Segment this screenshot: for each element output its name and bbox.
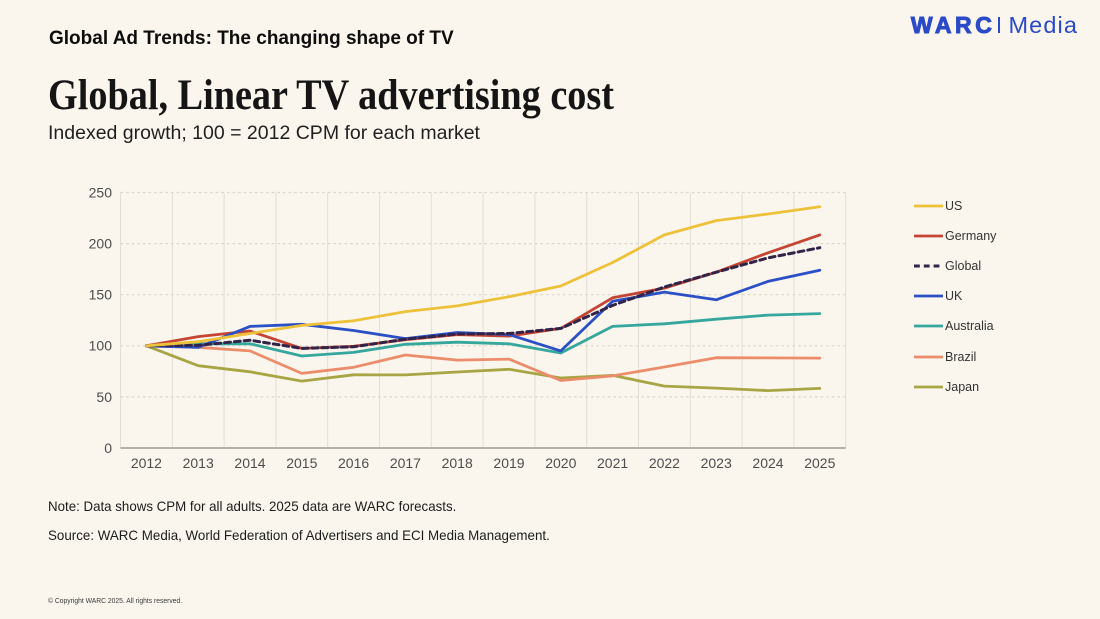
svg-text:2021: 2021 bbox=[597, 455, 628, 471]
svg-text:2015: 2015 bbox=[286, 455, 317, 471]
svg-text:100: 100 bbox=[89, 338, 113, 354]
svg-text:2019: 2019 bbox=[493, 455, 524, 471]
svg-text:2024: 2024 bbox=[752, 455, 783, 471]
svg-text:200: 200 bbox=[89, 236, 113, 252]
svg-text:2020: 2020 bbox=[545, 455, 576, 471]
svg-text:250: 250 bbox=[89, 184, 113, 200]
svg-text:2023: 2023 bbox=[701, 455, 732, 471]
svg-text:0: 0 bbox=[104, 440, 112, 456]
svg-text:2018: 2018 bbox=[442, 455, 473, 471]
svg-text:2025: 2025 bbox=[804, 455, 835, 471]
svg-text:50: 50 bbox=[96, 389, 112, 405]
svg-text:2014: 2014 bbox=[234, 455, 265, 471]
svg-text:2016: 2016 bbox=[338, 455, 369, 471]
svg-text:2022: 2022 bbox=[649, 455, 680, 471]
svg-text:2013: 2013 bbox=[183, 455, 214, 471]
svg-text:150: 150 bbox=[89, 287, 113, 303]
svg-text:2017: 2017 bbox=[390, 455, 421, 471]
svg-text:2012: 2012 bbox=[131, 455, 162, 471]
